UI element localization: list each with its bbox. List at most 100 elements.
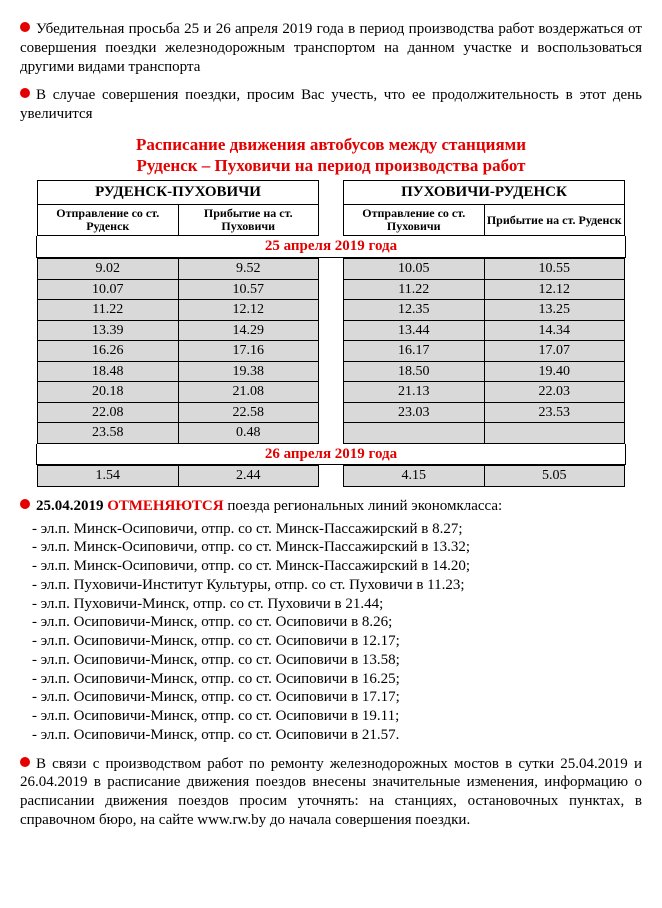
cancel-item: - эл.п. Осиповичи-Минск, отпр. со ст. Ос… (20, 632, 642, 651)
cancel-item: - эл.п. Минск-Осиповичи, отпр. со ст. Ми… (20, 538, 642, 557)
time-cell: 12.12 (484, 279, 625, 300)
schedule-block: РУДЕНСК-ПУХОВИЧИ Отправление со ст. Руде… (20, 180, 642, 487)
time-cell: 5.05 (484, 466, 625, 487)
table-row: 18.5019.40 (344, 361, 625, 382)
notice-1: Убедительная просьба 25 и 26 апреля 2019… (20, 20, 642, 76)
cancel-item: - эл.п. Осиповичи-Минск, отпр. со ст. Ос… (20, 670, 642, 689)
cancel-item: - эл.п. Минск-Осиповичи, отпр. со ст. Ми… (20, 557, 642, 576)
time-cell: 14.34 (484, 320, 625, 341)
time-cell: 21.13 (344, 382, 485, 403)
table-left-d1: 9.029.5210.0710.5711.2212.1213.3914.2916… (37, 258, 319, 444)
time-cell: 19.40 (484, 361, 625, 382)
bullet-icon (20, 757, 30, 767)
time-cell: 13.39 (38, 320, 179, 341)
time-cell: 18.50 (344, 361, 485, 382)
footer-note: В связи с производством работ по ремонту… (20, 755, 642, 830)
table-row: 10.0510.55 (344, 259, 625, 280)
table-right-head: ПУХОВИЧИ-РУДЕНСК Отправление со ст. Пухо… (343, 180, 625, 236)
time-cell: 10.55 (484, 259, 625, 280)
notice-2-text: В случае совершения поездки, просим Вас … (20, 87, 642, 122)
time-cell: 16.26 (38, 341, 179, 362)
right-col2: Прибытие на ст. Руденск (484, 205, 625, 236)
cancel-item: - эл.п. Пуховичи-Институт Культуры, отпр… (20, 576, 642, 595)
right-col1: Отправление со ст. Пуховичи (344, 205, 485, 236)
table-row: 16.2617.16 (38, 341, 319, 362)
bullet-icon (20, 499, 30, 509)
time-cell: 23.53 (484, 402, 625, 423)
table-row: 4.155.05 (344, 466, 625, 487)
date-header-2: 26 апреля 2019 года (36, 444, 626, 466)
time-cell: 13.25 (484, 300, 625, 321)
cancel-list: - эл.п. Минск-Осиповичи, отпр. со ст. Ми… (20, 520, 642, 745)
time-cell: 17.07 (484, 341, 625, 362)
cancel-item: - эл.п. Осиповичи-Минск, отпр. со ст. Ос… (20, 651, 642, 670)
time-cell: 12.12 (178, 300, 319, 321)
cancel-item: - эл.п. Осиповичи-Минск, отпр. со ст. Ос… (20, 688, 642, 707)
table-row: 23.0323.53 (344, 402, 625, 423)
left-col1: Отправление со ст. Руденск (38, 205, 179, 236)
time-cell: 19.38 (178, 361, 319, 382)
table-row: 16.1717.07 (344, 341, 625, 362)
left-direction: РУДЕНСК-ПУХОВИЧИ (38, 181, 319, 205)
table-left-d2: 1.542.44 (37, 465, 319, 487)
time-cell: 14.29 (178, 320, 319, 341)
time-cell: 2.44 (178, 466, 319, 487)
table-row: 13.4414.34 (344, 320, 625, 341)
table-row: 9.029.52 (38, 259, 319, 280)
time-cell: 22.03 (484, 382, 625, 403)
footer-link[interactable]: www.rw.by (197, 812, 266, 828)
table-left-head: РУДЕНСК-ПУХОВИЧИ Отправление со ст. Руде… (37, 180, 319, 236)
time-cell: 1.54 (38, 466, 179, 487)
table-row-empty (344, 423, 625, 444)
schedule-title: Расписание движения автобусов между стан… (20, 134, 642, 177)
time-cell: 22.08 (38, 402, 179, 423)
table-row: 13.3914.29 (38, 320, 319, 341)
bullet-icon (20, 88, 30, 98)
table-row: 23.580.48 (38, 423, 319, 444)
cancel-item: - эл.п. Пуховичи-Минск, отпр. со ст. Пух… (20, 595, 642, 614)
time-cell: 23.58 (38, 423, 179, 444)
cancel-date: 25.04.2019 (36, 498, 104, 514)
time-cell: 4.15 (344, 466, 485, 487)
notice-2: В случае совершения поездки, просим Вас … (20, 86, 642, 124)
time-cell: 21.08 (178, 382, 319, 403)
time-cell: 10.07 (38, 279, 179, 300)
time-cell: 12.35 (344, 300, 485, 321)
right-direction: ПУХОВИЧИ-РУДЕНСК (344, 181, 625, 205)
footer-post: до начала совершения поездки. (266, 812, 470, 828)
time-cell: 17.16 (178, 341, 319, 362)
time-cell: 9.52 (178, 259, 319, 280)
cancel-item: - эл.п. Осиповичи-Минск, отпр. со ст. Ос… (20, 726, 642, 745)
time-cell: 0.48 (178, 423, 319, 444)
cancel-item: - эл.п. Осиповичи-Минск, отпр. со ст. Ос… (20, 707, 642, 726)
table-row: 22.0822.58 (38, 402, 319, 423)
time-cell: 23.03 (344, 402, 485, 423)
cancel-word: ОТМЕНЯЮТСЯ (107, 498, 223, 514)
notice-1-text: Убедительная просьба 25 и 26 апреля 2019… (20, 21, 642, 75)
time-cell: 9.02 (38, 259, 179, 280)
table-row: 18.4819.38 (38, 361, 319, 382)
time-cell: 13.44 (344, 320, 485, 341)
time-cell: 20.18 (38, 382, 179, 403)
table-row: 21.1322.03 (344, 382, 625, 403)
empty-cell (484, 423, 625, 444)
table-row: 1.542.44 (38, 466, 319, 487)
table-row: 12.3513.25 (344, 300, 625, 321)
time-cell: 16.17 (344, 341, 485, 362)
time-cell: 10.05 (344, 259, 485, 280)
time-cell: 10.57 (178, 279, 319, 300)
cancel-item: - эл.п. Минск-Осиповичи, отпр. со ст. Ми… (20, 520, 642, 539)
empty-cell (344, 423, 485, 444)
table-right-d1: 10.0510.5511.2212.1212.3513.2513.4414.34… (343, 258, 625, 444)
table-row: 11.2212.12 (38, 300, 319, 321)
table-row: 10.0710.57 (38, 279, 319, 300)
table-row: 20.1821.08 (38, 382, 319, 403)
time-cell: 18.48 (38, 361, 179, 382)
date-header-1: 25 апреля 2019 года (36, 236, 626, 258)
time-cell: 11.22 (344, 279, 485, 300)
time-cell: 22.58 (178, 402, 319, 423)
table-row: 11.2212.12 (344, 279, 625, 300)
cancel-intro: 25.04.2019 ОТМЕНЯЮТСЯ поезда региональны… (20, 497, 642, 516)
schedule-title-line2: Руденск – Пуховичи на период производств… (136, 156, 525, 175)
cancel-item: - эл.п. Осиповичи-Минск, отпр. со ст. Ос… (20, 613, 642, 632)
